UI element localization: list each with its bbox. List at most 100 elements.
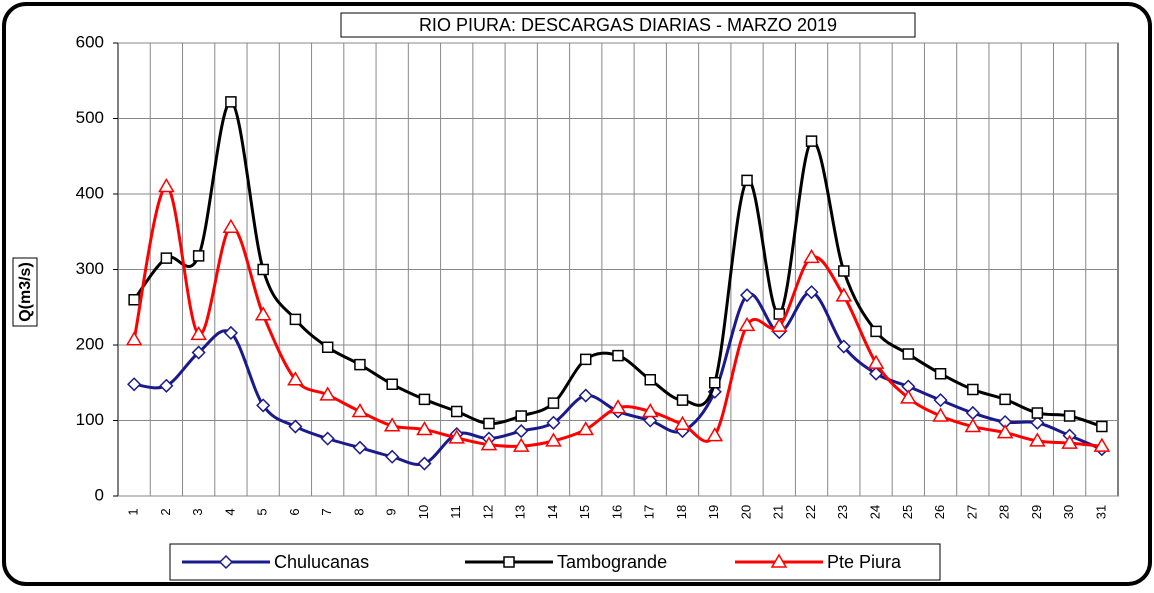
marker [706, 427, 724, 442]
legend-label: Chulucanas [274, 552, 369, 572]
marker [257, 263, 269, 276]
marker [223, 325, 238, 340]
marker [287, 371, 304, 386]
marker [805, 135, 818, 147]
marker [838, 265, 850, 277]
x-tick-label: 28 [997, 505, 1012, 519]
marker [289, 313, 302, 326]
series-line [132, 184, 1103, 448]
x-tick-label: 10 [416, 505, 431, 519]
marker [867, 354, 885, 369]
y-label-box [12, 257, 38, 327]
marker [512, 437, 530, 452]
marker [641, 402, 659, 418]
marker [741, 174, 753, 187]
marker [579, 353, 592, 366]
marker [547, 397, 560, 409]
marker [225, 96, 237, 108]
marker [770, 317, 788, 332]
x-tick-label: 22 [803, 505, 818, 519]
marker [222, 218, 240, 233]
x-tick-label: 7 [319, 508, 334, 515]
marker [1063, 410, 1076, 422]
x-tick-label: 27 [964, 505, 979, 519]
x-tick-label: 5 [255, 508, 270, 515]
marker [803, 248, 820, 264]
x-tick-label: 3 [190, 508, 205, 515]
marker [739, 288, 755, 303]
x-tick-label: 11 [448, 505, 463, 519]
marker [321, 341, 334, 354]
x-tick-label: 31 [1093, 505, 1108, 519]
x-tick-label: 21 [771, 505, 786, 519]
marker [674, 415, 691, 431]
y-axis-label: Q(m3/s) [17, 262, 34, 322]
marker [354, 358, 366, 371]
marker [448, 429, 466, 444]
marker [127, 377, 142, 392]
marker [320, 431, 335, 446]
marker [383, 417, 401, 432]
marker [125, 331, 143, 346]
y-tick-label: 200 [76, 334, 104, 353]
y-tick-label: 300 [76, 259, 104, 278]
marker [964, 418, 982, 433]
marker [836, 339, 851, 354]
legend-label: Tambogrande [557, 552, 667, 572]
marker [644, 373, 657, 386]
x-tick-label: 4 [222, 508, 237, 515]
marker [351, 402, 369, 418]
chart-title: RIO PIURA: DESCARGAS DIARIAS - MARZO 201… [419, 15, 837, 35]
marker [870, 325, 882, 338]
marker [159, 378, 174, 393]
marker [932, 407, 949, 422]
marker [191, 345, 206, 360]
marker [1031, 407, 1044, 419]
x-tick-label: 24 [868, 505, 883, 519]
marker [933, 393, 948, 408]
x-tick-label: 2 [158, 508, 173, 515]
y-tick-label: 600 [76, 32, 104, 51]
marker [643, 413, 658, 428]
legend-label: Pte Piura [827, 552, 902, 572]
marker [416, 421, 433, 436]
x-tick-label: 15 [577, 505, 592, 519]
marker [835, 287, 853, 302]
marker [967, 383, 979, 396]
x-tick-label: 16 [609, 505, 624, 519]
x-tick-label: 8 [351, 508, 366, 515]
x-tick-label: 12 [480, 505, 495, 519]
title-box [340, 12, 916, 38]
marker [1093, 437, 1111, 452]
marker [418, 393, 431, 406]
marker [900, 389, 917, 404]
marker [158, 177, 175, 193]
x-tick-label: 18 [674, 505, 689, 519]
y-tick-label: 500 [76, 108, 104, 127]
marker [612, 349, 624, 362]
marker [546, 415, 561, 430]
marker [192, 250, 205, 262]
marker [254, 306, 272, 321]
marker [996, 424, 1014, 439]
marker [1029, 432, 1046, 447]
marker [869, 366, 884, 381]
marker [218, 554, 234, 570]
marker [577, 421, 595, 436]
marker [352, 440, 367, 455]
marker [128, 293, 140, 306]
marker [676, 394, 689, 406]
x-tick-label: 19 [706, 505, 721, 519]
marker [288, 419, 303, 434]
marker [999, 393, 1011, 406]
x-tick-label: 17 [642, 505, 657, 519]
marker [386, 378, 398, 391]
marker [256, 398, 271, 413]
marker [738, 316, 756, 332]
marker [160, 252, 173, 264]
x-tick-label: 20 [738, 505, 753, 519]
marker [319, 386, 336, 401]
marker [1096, 420, 1108, 433]
y-tick-label: 100 [76, 410, 104, 429]
